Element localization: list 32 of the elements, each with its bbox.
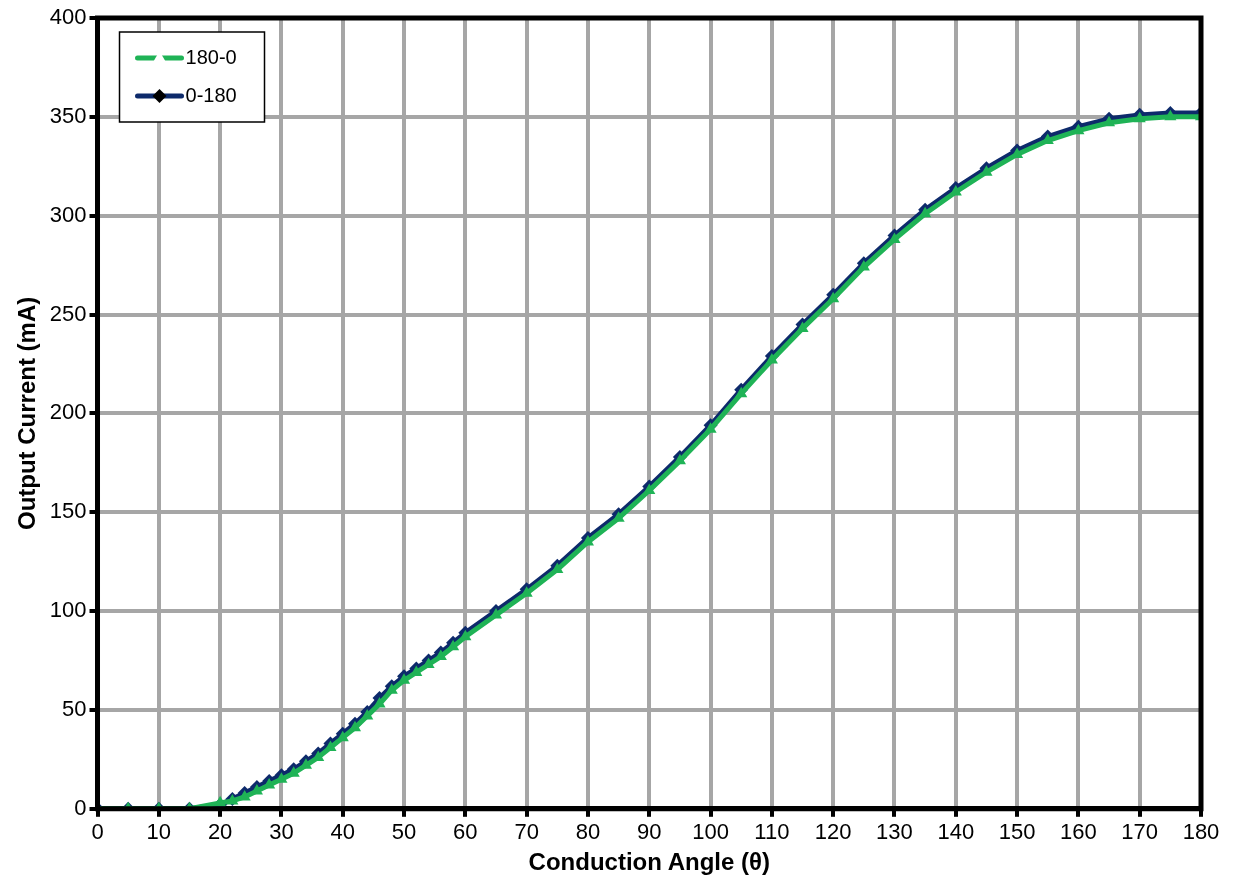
x-tick-label: 60 [453,819,478,845]
x-tick-label: 160 [1060,819,1097,845]
x-tick-label: 40 [330,819,355,845]
x-tick-label: 70 [514,819,539,845]
x-tick-label: 140 [937,819,975,845]
y-tick-label: 250 [49,300,87,326]
x-tick-label: 0 [91,819,104,845]
x-tick-label: 10 [146,819,172,845]
x-tick-label: 120 [814,819,852,845]
x-tick-label: 30 [269,819,294,845]
y-axis-title: Output Current (mA) [13,296,41,531]
y-tick-label: 100 [49,597,87,623]
y-tick-label: 50 [62,696,87,722]
y-tick-label: 200 [49,399,87,425]
legend-label: 0-180 [185,83,237,106]
x-axis-title: Conduction Angle (θ) [528,848,770,876]
x-tick-label: 150 [998,819,1036,845]
x-tick-label: 180 [1182,819,1220,845]
y-tick-label: 300 [49,201,87,227]
x-tick-label: 170 [1121,819,1159,845]
y-tick-label: 350 [49,102,87,128]
x-tick-label: 50 [391,819,417,845]
y-tick-label: 150 [49,498,87,524]
x-tick-label: 20 [207,819,233,845]
x-tick-label: 130 [876,819,913,845]
legend-label: 180-0 [185,45,237,68]
y-tick-label: 0 [74,794,87,820]
x-tick-label: 80 [575,819,601,845]
y-tick-label: 400 [49,4,87,30]
x-tick-label: 110 [754,819,790,845]
x-tick-label: 100 [692,819,729,845]
x-tick-label: 90 [637,819,662,845]
